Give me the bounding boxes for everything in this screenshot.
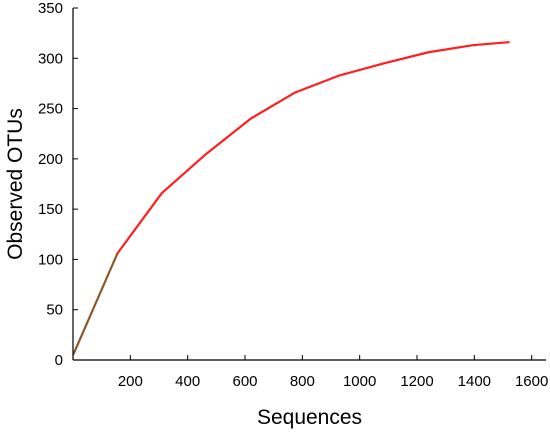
axes	[72, 8, 546, 361]
y-tick-label: 350	[38, 0, 63, 17]
x-tick-label: 1200	[400, 373, 433, 390]
y-tick-label: 50	[46, 302, 63, 319]
data-point	[472, 44, 474, 46]
data-point	[339, 75, 341, 77]
y-tick-label: 0	[55, 352, 63, 369]
y-tick-label: 300	[38, 50, 63, 67]
x-tick-label: 800	[290, 373, 315, 390]
y-tick-label: 100	[38, 251, 63, 268]
data-point	[428, 51, 430, 53]
y-tick-label: 150	[38, 201, 63, 218]
data-point	[117, 253, 119, 255]
data-point	[383, 63, 385, 65]
y-axis-title: Observed OTUs	[4, 108, 27, 260]
x-tick-label: 600	[232, 373, 257, 390]
plot-area	[72, 41, 510, 356]
x-tick-label: 200	[118, 373, 143, 390]
data-point	[294, 92, 296, 94]
data-point	[161, 192, 163, 194]
x-tick-label: 1600	[515, 373, 548, 390]
x-tick-label: 1400	[458, 373, 491, 390]
x-tick-label: 400	[175, 373, 200, 390]
x-axis-title: Sequences	[257, 406, 362, 429]
data-point	[508, 41, 510, 43]
series-line-start	[72, 252, 119, 356]
y-tick-label: 200	[38, 151, 63, 168]
series-line	[116, 41, 510, 255]
y-ticks: 0 50 100 150 200 250 300 350	[38, 0, 78, 369]
y-tick-label: 250	[38, 101, 63, 118]
data-point	[206, 153, 208, 155]
data-point	[250, 118, 252, 120]
x-ticks: 200 400 600 800 1000 1200 1400 1600	[118, 355, 548, 390]
x-tick-label: 1000	[343, 373, 376, 390]
